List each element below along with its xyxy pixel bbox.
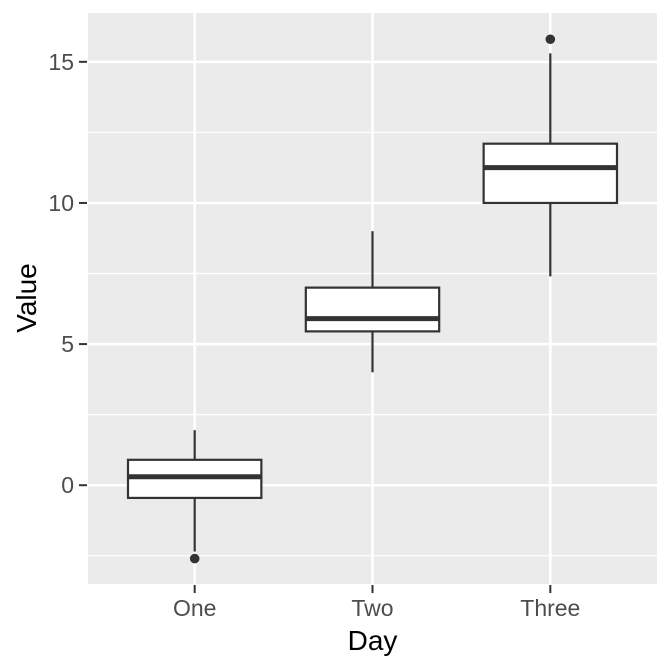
x-tick-label-one: One (173, 595, 216, 621)
x-tick-label-two: Two (351, 595, 393, 621)
outlier-point-three (545, 34, 556, 45)
y-tick-label: 15 (48, 49, 74, 75)
outlier-point-one (189, 553, 200, 564)
y-tick-label: 0 (61, 472, 74, 498)
y-axis-title: Value (11, 263, 42, 333)
box-three (482, 142, 619, 205)
box-two (304, 286, 441, 333)
x-axis-title: Day (347, 625, 398, 656)
y-tick-label: 5 (61, 331, 74, 357)
y-tick-label: 10 (48, 190, 74, 216)
x-tick-label-three: Three (520, 595, 580, 621)
